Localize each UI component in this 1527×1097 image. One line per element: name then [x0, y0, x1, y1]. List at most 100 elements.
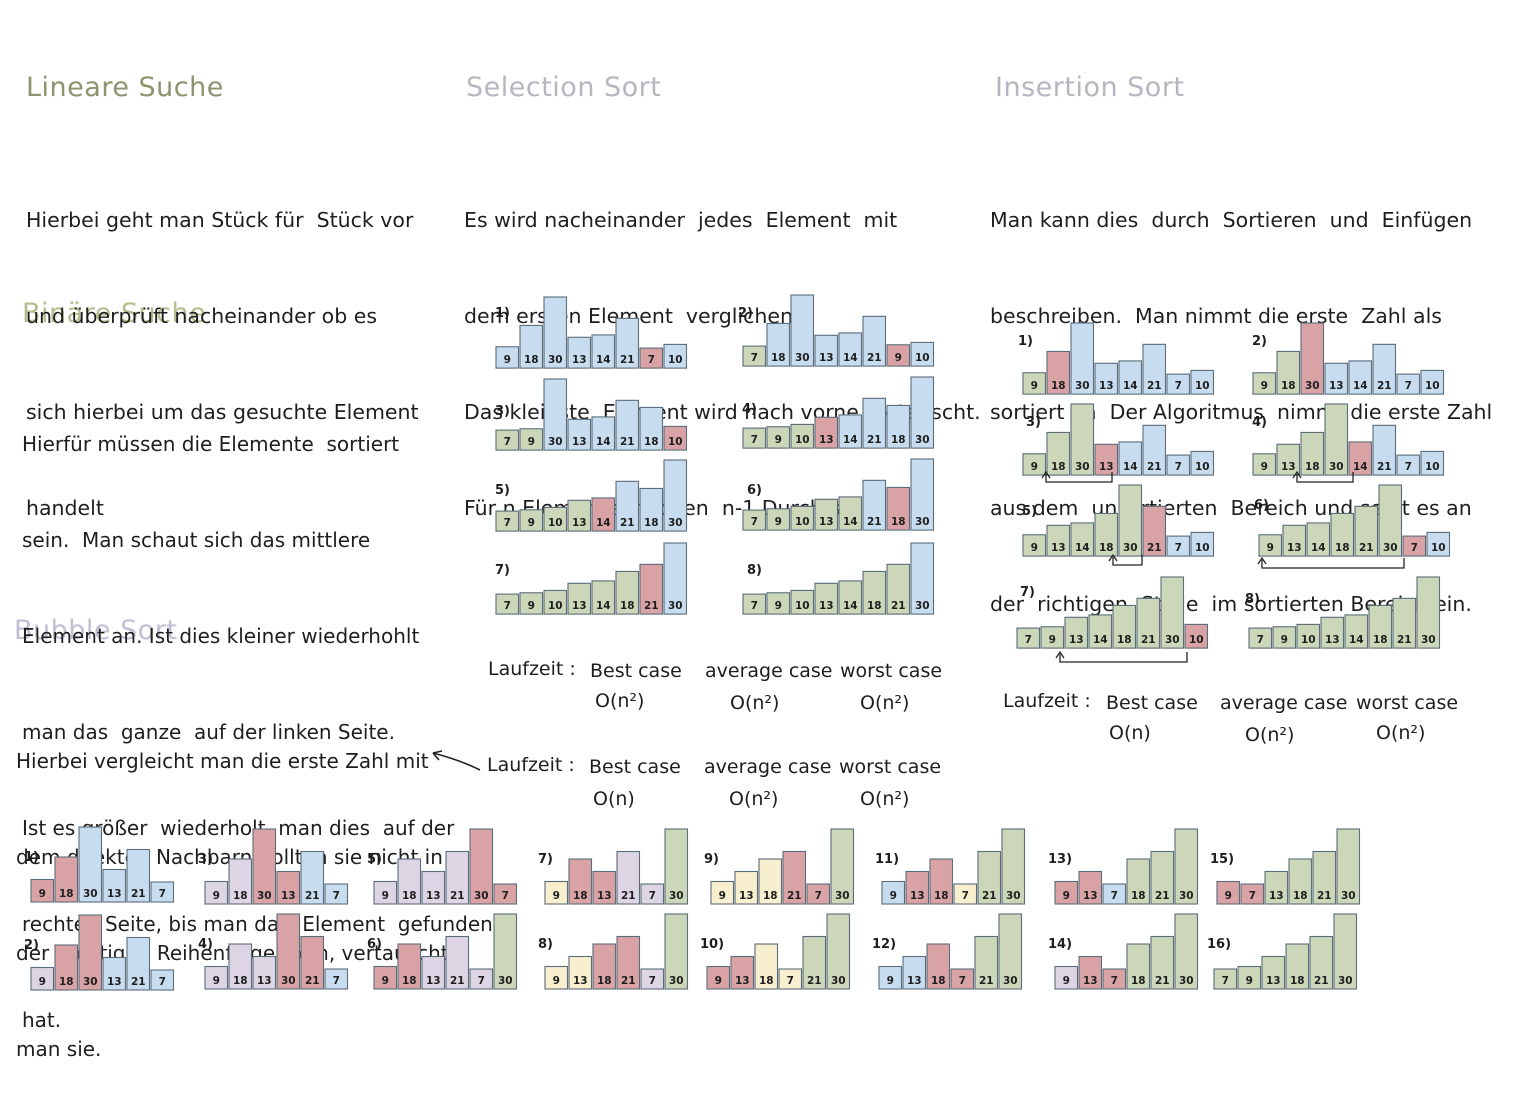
- bar-value-label: 9: [1049, 634, 1056, 646]
- bar: [102, 868, 127, 903]
- bar: [664, 828, 689, 905]
- bar: [1102, 883, 1127, 905]
- bar: [592, 870, 617, 905]
- bar: [929, 858, 954, 905]
- step-label: 9): [704, 852, 719, 867]
- worst-case-value: O(n²): [860, 788, 910, 810]
- bar-value-label: 9: [1225, 890, 1232, 902]
- bar: [150, 881, 175, 903]
- bar-chart-bub7: 9 18 13 21 7 30: [544, 828, 689, 905]
- bar-chart-sel8: 7 9 10 13 14 18 21 30: [742, 542, 935, 615]
- bar-value-label: 9: [1031, 461, 1038, 473]
- step-label: 2): [738, 306, 753, 321]
- bar: [544, 880, 569, 905]
- bar-value-label: 30: [1123, 542, 1138, 554]
- bar: [838, 332, 863, 367]
- bar-value-label: 30: [257, 890, 272, 902]
- arrow-line: [1261, 558, 1405, 569]
- bar-value-label: 9: [39, 888, 46, 900]
- bar: [78, 826, 103, 903]
- bar-value-label: 9: [553, 975, 560, 987]
- insert-arrow-icon: [1108, 553, 1143, 566]
- bar: [881, 880, 906, 905]
- bar-value-label: 7: [649, 975, 656, 987]
- bar: [1070, 322, 1095, 395]
- bar-value-label: 18: [891, 434, 906, 446]
- bar: [1264, 870, 1289, 905]
- bar-value-label: 10: [668, 436, 683, 448]
- bar-value-label: 10: [1431, 542, 1446, 554]
- bar: [778, 968, 803, 990]
- bar: [1190, 450, 1215, 476]
- bar-value-label: 18: [1373, 634, 1388, 646]
- bar-value-label: 21: [1377, 380, 1392, 392]
- bar-value-label: 9: [528, 436, 535, 448]
- bar-value-label: 13: [1069, 634, 1084, 646]
- best-case-label: Best case: [1106, 692, 1198, 714]
- bar: [495, 510, 520, 532]
- bar-value-label: 30: [1305, 380, 1320, 392]
- bar-value-label: 14: [1093, 634, 1108, 646]
- laufzeit-label: Laufzeit :: [488, 658, 576, 680]
- bar: [838, 414, 863, 449]
- bar: [886, 563, 911, 615]
- bar: [1416, 576, 1441, 649]
- bar-value-label: 7: [333, 975, 340, 987]
- bar-value-label: 21: [1147, 380, 1162, 392]
- bar-value-label: 14: [843, 516, 858, 528]
- bar: [615, 399, 640, 451]
- bar-value-label: 7: [962, 890, 969, 902]
- bar-value-label: 18: [597, 975, 612, 987]
- bar: [826, 913, 851, 990]
- bar-value-label: 21: [621, 975, 636, 987]
- bar-value-label: 13: [1269, 890, 1284, 902]
- bar: [1022, 453, 1047, 476]
- average-case-label: average case: [704, 756, 832, 778]
- bar: [905, 870, 930, 905]
- bar-value-label: 30: [1179, 975, 1194, 987]
- bar-value-label: 14: [843, 600, 858, 612]
- bar: [1088, 614, 1113, 649]
- bar: [878, 965, 903, 990]
- bar: [814, 416, 839, 449]
- bar-chart-bub8: 9 13 18 21 7 30: [544, 913, 689, 990]
- bar-chart-bub16: 7 9 13 18 21 30: [1213, 913, 1358, 990]
- bar: [1248, 627, 1273, 649]
- bar-value-label: 7: [1111, 975, 1118, 987]
- bar: [754, 943, 779, 990]
- step-label: 7): [1020, 585, 1035, 600]
- laufzeit-label: Laufzeit :: [1003, 690, 1091, 712]
- bar: [567, 499, 592, 532]
- bar: [30, 878, 55, 903]
- bar-chart-sel5: 7 9 10 13 14 21 18 30: [495, 459, 688, 532]
- bar-value-label: 14: [596, 517, 611, 529]
- step-label: 6): [367, 937, 382, 952]
- bar: [543, 506, 568, 532]
- insert-arrow-icon: [1041, 470, 1113, 483]
- insert-arrow-icon: [1257, 556, 1405, 569]
- bar-chart-bub2: 9 18 30 13 21 7: [30, 914, 175, 991]
- step-label: 3): [1026, 415, 1041, 430]
- bar-value-label: 10: [1195, 380, 1210, 392]
- bar-value-label: 21: [620, 436, 635, 448]
- bar: [1046, 431, 1071, 476]
- laufzeit-label: Laufzeit :: [487, 754, 575, 776]
- bar: [1336, 828, 1361, 905]
- bar-value-label: 13: [572, 600, 587, 612]
- bar-value-label: 7: [1111, 890, 1118, 902]
- bar: [1288, 858, 1313, 905]
- arrow-head: [1055, 650, 1065, 659]
- bar-value-label: 9: [715, 975, 722, 987]
- bar-value-label: 18: [891, 516, 906, 528]
- bar: [445, 850, 470, 905]
- bar-value-label: 13: [1051, 542, 1066, 554]
- bar-chart-ins2: 9 18 30 13 14 21 7 10: [1252, 322, 1445, 395]
- bar: [126, 936, 151, 991]
- average-case-value: O(n²): [730, 692, 780, 714]
- heading-binaere-suche: Binäre Suche: [22, 298, 207, 329]
- text-line: dem ersten Element verglichen.: [464, 304, 800, 328]
- text-line: sich hierbei um das gesuchte Element: [26, 400, 419, 424]
- step-label: 3): [495, 404, 510, 419]
- bar: [902, 955, 927, 990]
- bar-value-label: 9: [775, 434, 782, 446]
